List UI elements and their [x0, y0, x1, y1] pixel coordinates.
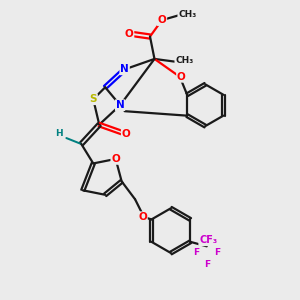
Text: S: S [89, 94, 97, 104]
Text: CH₃: CH₃ [175, 56, 194, 65]
Text: O: O [111, 154, 120, 164]
Text: O: O [122, 129, 130, 139]
Text: N: N [120, 64, 129, 74]
Text: O: O [158, 15, 166, 25]
Text: F: F [214, 248, 220, 257]
Text: CH₃: CH₃ [178, 10, 196, 19]
Text: O: O [138, 212, 147, 222]
Text: F: F [204, 260, 210, 269]
Text: O: O [125, 28, 134, 38]
Text: N: N [116, 100, 124, 110]
Text: CF₃: CF₃ [199, 235, 217, 245]
Text: F: F [193, 248, 199, 257]
Text: O: O [177, 72, 186, 82]
Text: H: H [55, 129, 63, 138]
